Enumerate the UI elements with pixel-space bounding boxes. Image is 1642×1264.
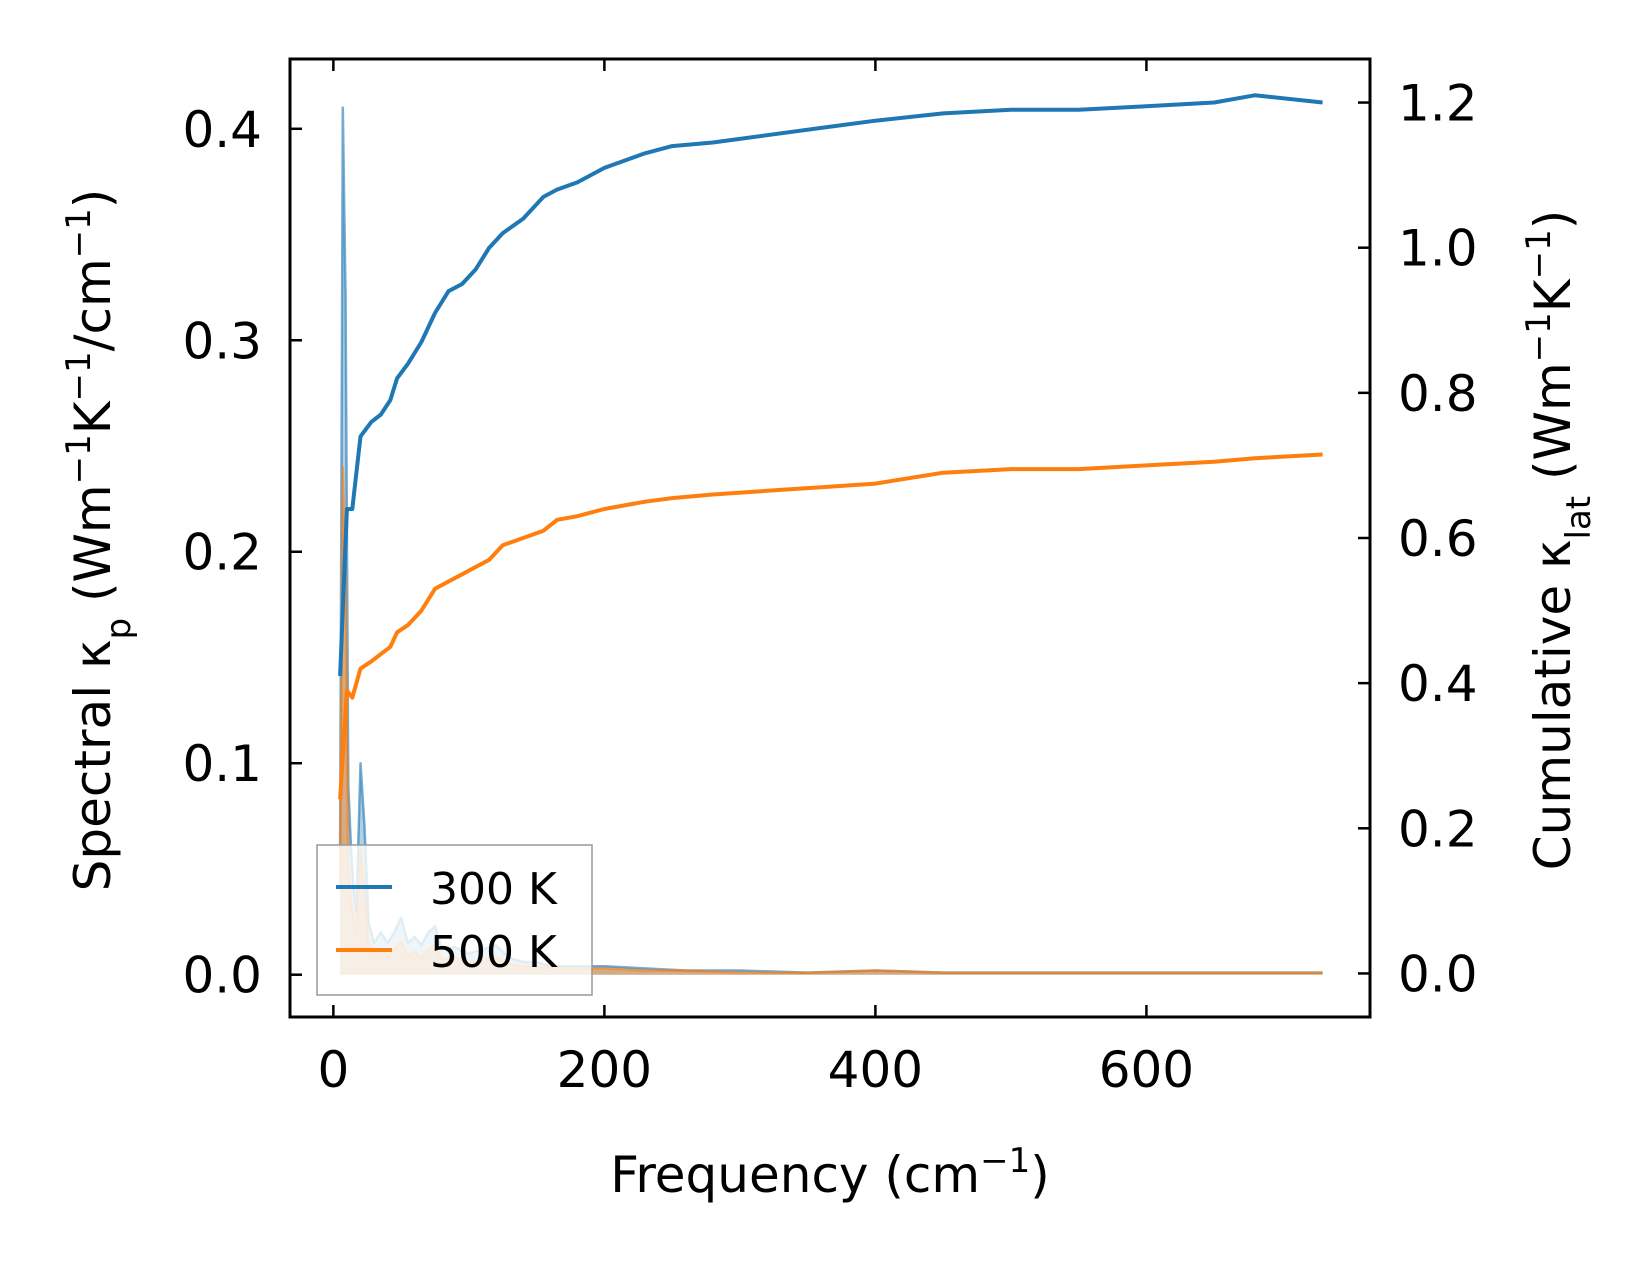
y-tick-label-right: 0.0 (1398, 945, 1478, 1003)
x-tick-label: 200 (557, 1041, 652, 1099)
x-axis-label: Frequency (cm−1) (610, 1141, 1050, 1204)
y-tick-label-left: 0.4 (182, 101, 262, 159)
y-axis-label-right: Cumulative κlat (Wm−1K−1) (1519, 210, 1599, 870)
x-tick-label: 600 (1099, 1041, 1194, 1099)
legend-label: 500 K (430, 927, 558, 978)
x-tick-label: 0 (317, 1041, 349, 1099)
cumulative-line-500k (338, 452, 1323, 800)
y-tick-label-right: 1.0 (1398, 220, 1478, 278)
y-tick-label-left: 0.1 (182, 735, 262, 793)
y-tick-label-left: 0.3 (182, 312, 262, 370)
series-layer (338, 93, 1323, 975)
y-tick-label-right: 0.8 (1398, 365, 1478, 423)
tick-layer: 0 200 400 600 0.0 0.1 0.2 0.3 0.4 0.0 0.2 0.4 0.6 0.8… (182, 59, 1478, 1099)
y-axis-label-left: Spectral κp (Wm−1K−1/cm−1) (59, 189, 139, 892)
y-tick-label-right: 0.4 (1398, 655, 1478, 713)
y-tick-label-right: 0.2 (1398, 800, 1478, 858)
legend-box (316, 844, 593, 996)
legend: 300 K 500 K (316, 844, 593, 996)
y-tick-label-left: 0.0 (182, 947, 262, 1005)
y-tick-label-right: 0.6 (1398, 510, 1478, 568)
y-tick-label-right: 1.2 (1398, 75, 1478, 133)
spectral-line-300k (338, 106, 1323, 974)
y-tick-label-left: 0.2 (182, 524, 262, 582)
cumulative-line-300k (338, 93, 1323, 676)
legend-label: 300 K (430, 864, 558, 915)
x-tick-label: 400 (828, 1041, 923, 1099)
